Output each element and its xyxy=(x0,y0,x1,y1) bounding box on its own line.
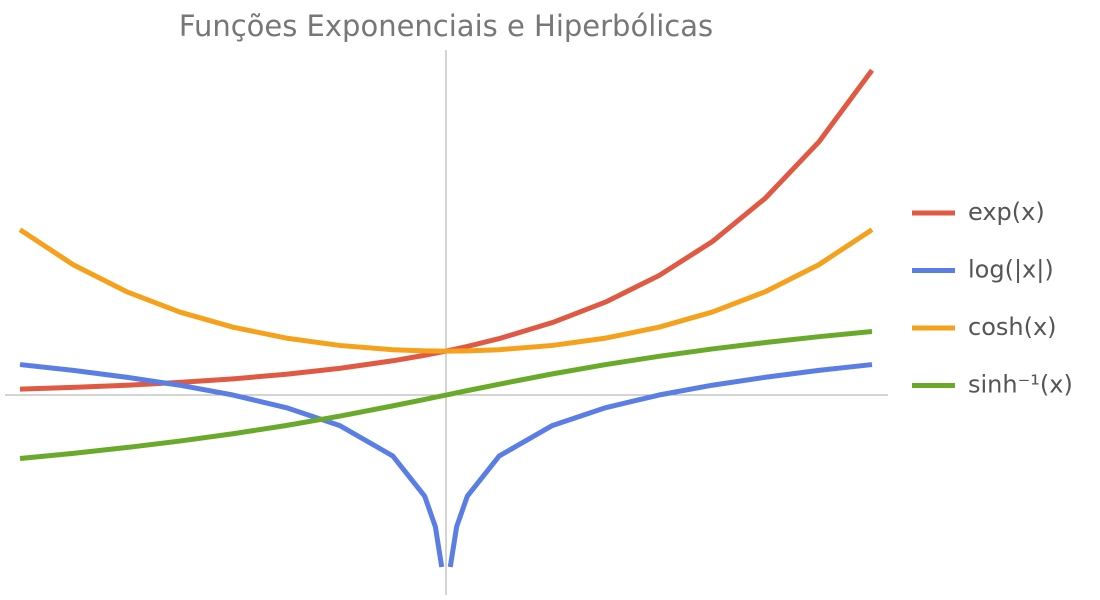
series-line xyxy=(18,227,874,354)
series-line xyxy=(19,362,873,568)
legend-label: log(|x|) xyxy=(968,256,1054,284)
chart-title: Funções Exponenciais e Hiperbólicas xyxy=(179,9,713,43)
series-line xyxy=(19,329,873,461)
legend-label: exp(x) xyxy=(968,198,1045,226)
legend-label: sinh⁻¹(x) xyxy=(968,371,1073,399)
legend-label: cosh(x) xyxy=(968,313,1057,341)
